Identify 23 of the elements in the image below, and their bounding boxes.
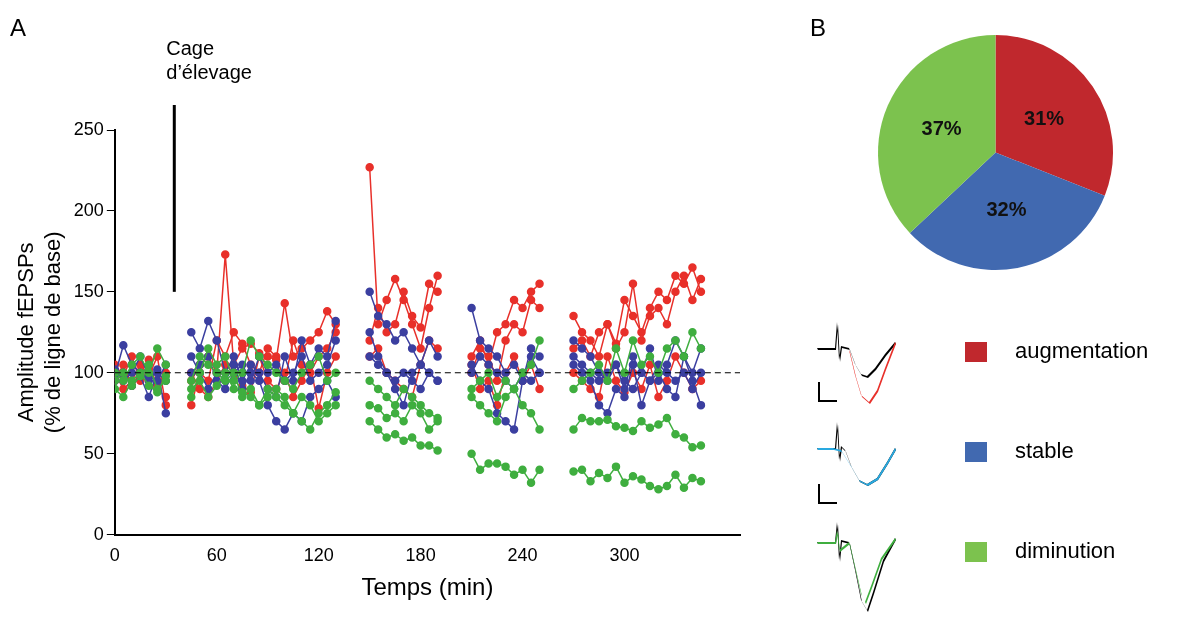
data-label: 32% — [986, 197, 1027, 220]
x-tick-label: 60 — [206, 545, 227, 566]
text: A — [10, 14, 27, 42]
ref-line-label: Cage d’élevage — [166, 37, 252, 83]
legend-label: stable — [1015, 438, 1074, 464]
y-tick-label: 100 — [73, 361, 104, 382]
x-tick-label: 180 — [405, 545, 436, 566]
x-tick-label: 120 — [303, 545, 334, 566]
x-tick-label: 300 — [609, 545, 640, 566]
x-tick-label: 0 — [109, 545, 120, 566]
data-label: 31% — [1024, 106, 1065, 129]
x-axis-title: Temps (min) — [361, 573, 494, 601]
y-tick-label: 150 — [73, 280, 104, 301]
y-tick-label: 250 — [73, 118, 104, 139]
data-label: 37% — [921, 116, 962, 139]
legend-label: diminution — [1015, 538, 1116, 564]
x-tick-label: 240 — [507, 545, 538, 566]
y-axis-title: Amplitude fEPSPs (% de ligne de base) — [13, 231, 65, 434]
y-tick-label: 0 — [93, 523, 104, 544]
text: B — [810, 14, 827, 42]
y-tick-label: 50 — [83, 442, 104, 463]
y-tick-label: 200 — [73, 199, 104, 220]
legend-label: augmentation — [1015, 338, 1149, 364]
